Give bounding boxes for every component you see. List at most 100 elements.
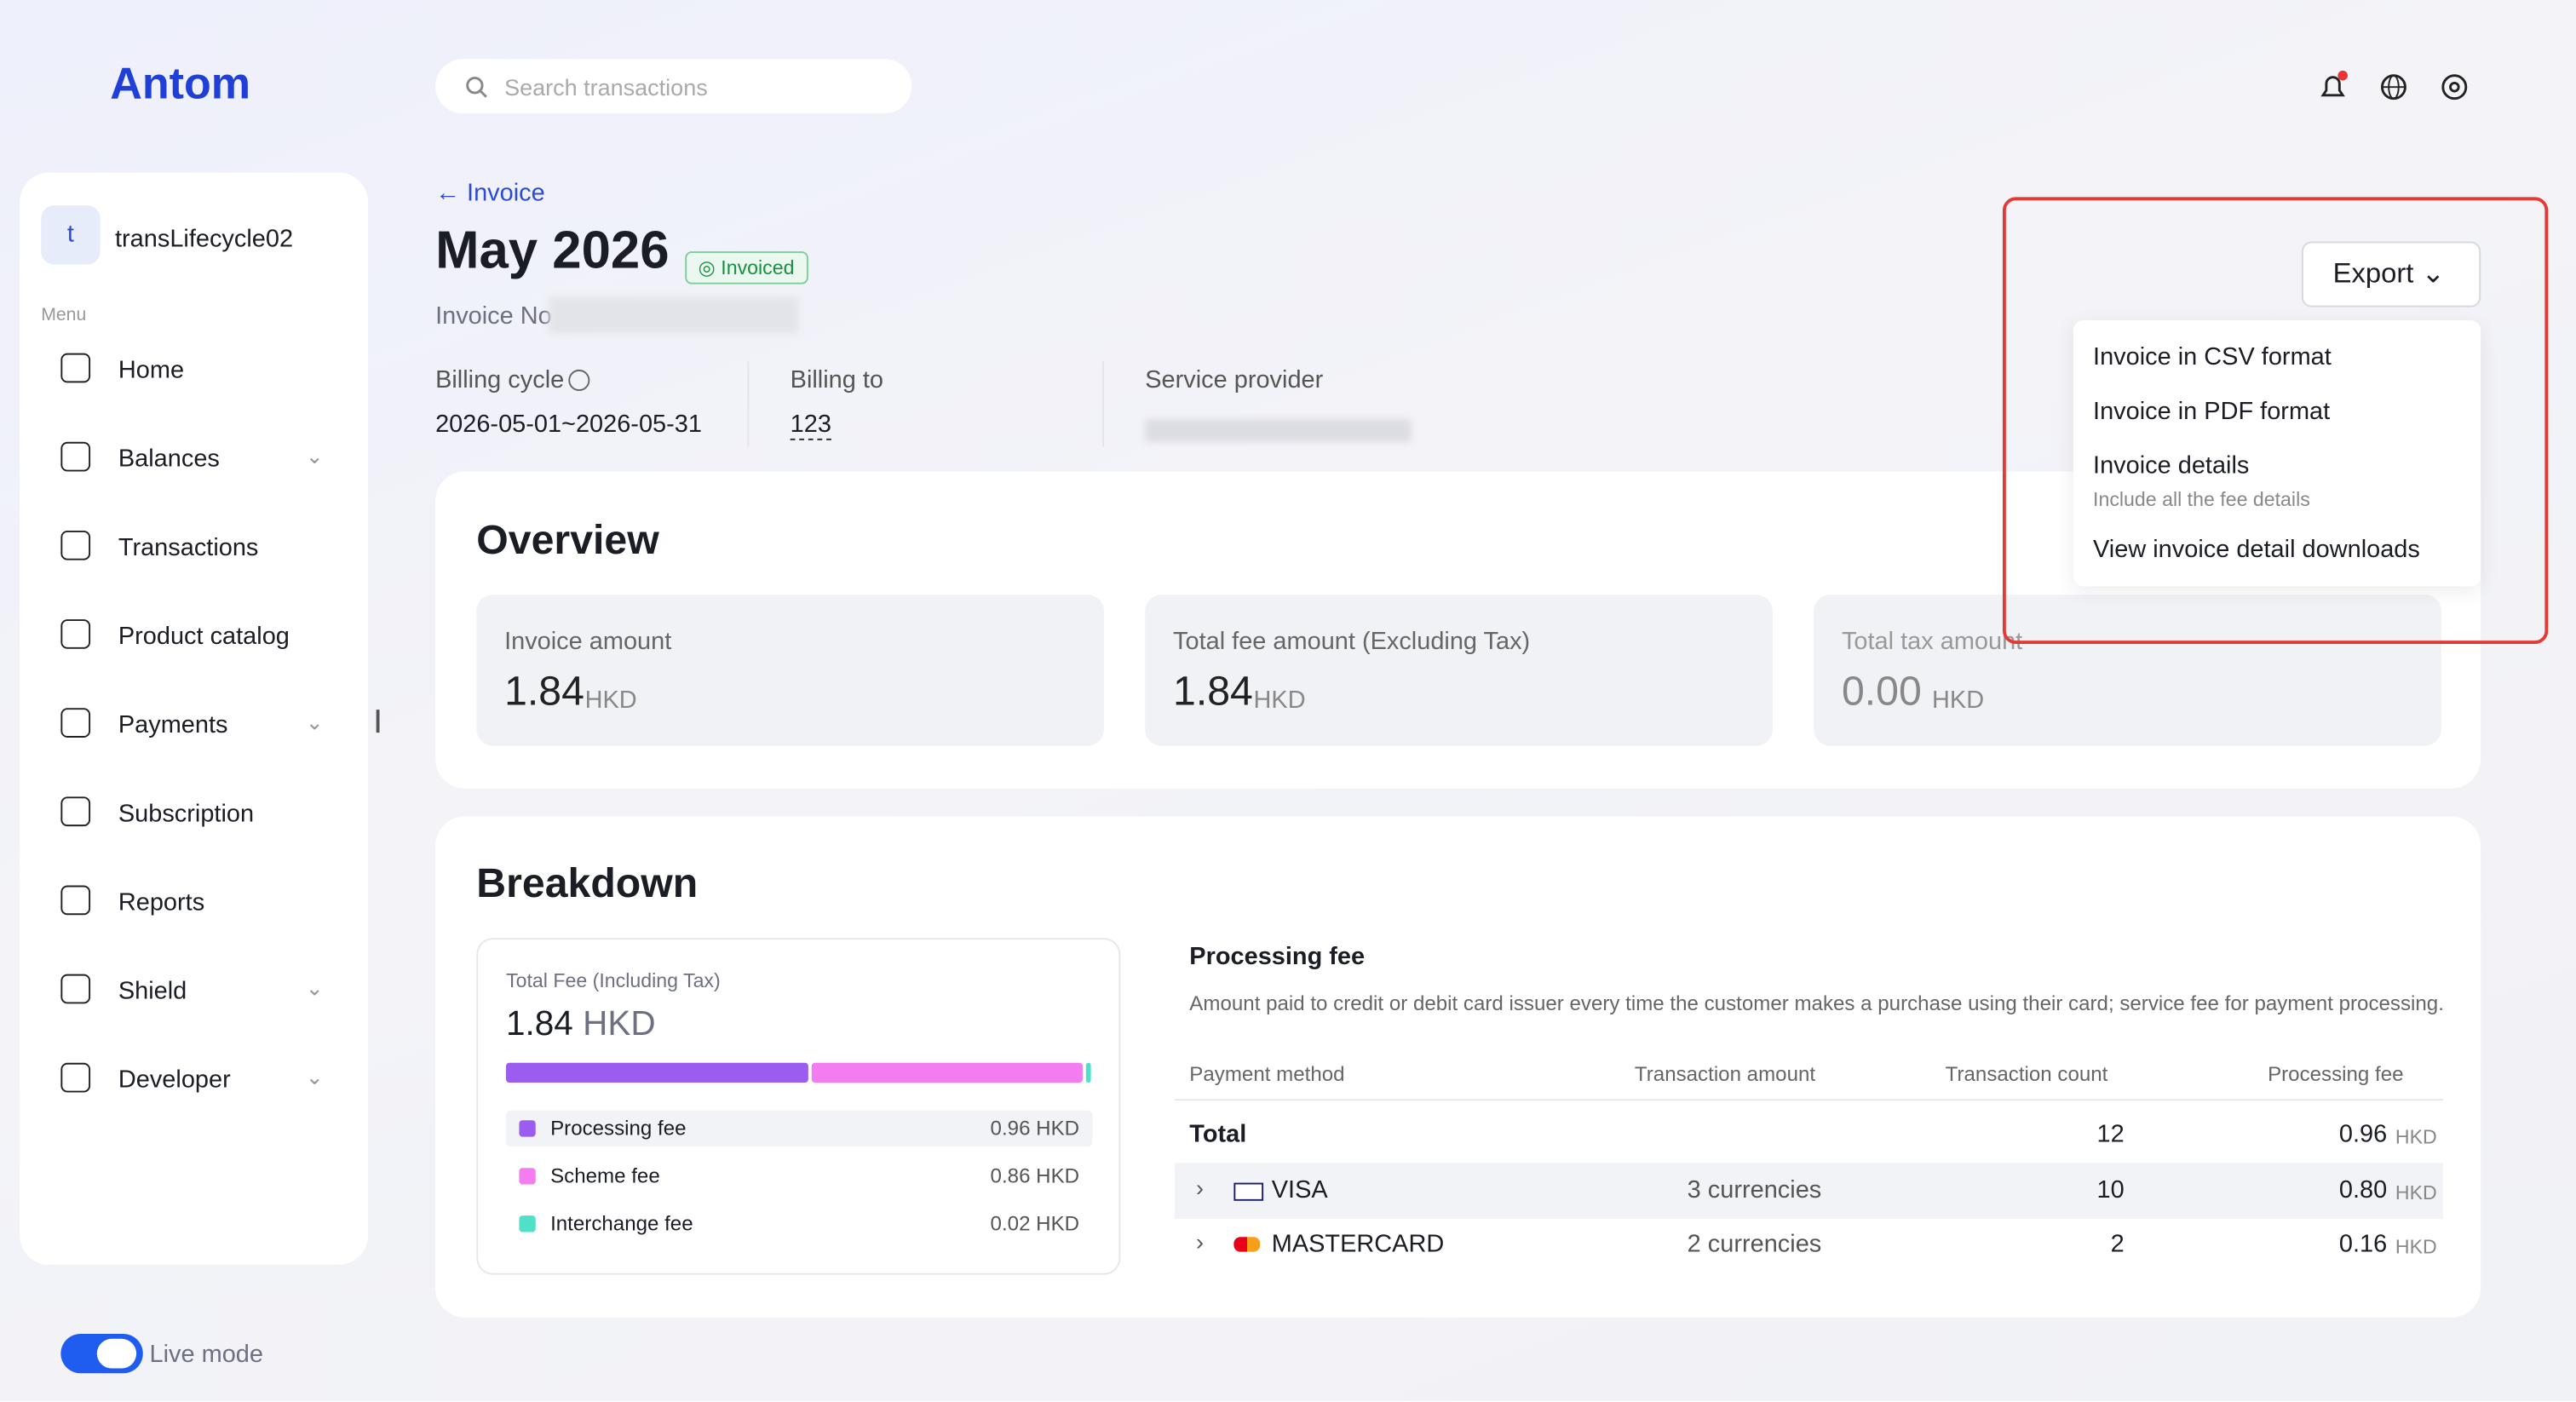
menu-icon [60, 708, 91, 738]
back-link[interactable]: ← Invoice [435, 179, 545, 208]
row-currency: HKD [2395, 1181, 2437, 1204]
legend-swatch [519, 1215, 536, 1232]
stat-label: Total tax amount [1841, 627, 2023, 656]
menu-icon [60, 974, 91, 1004]
menu-item[interactable]: Payments [118, 711, 228, 739]
status-text: Invoiced [721, 256, 795, 279]
breakdown-card: Breakdown Total Fee (Including Tax) 1.84… [435, 816, 2481, 1318]
legend-amount: 0.96 HKD [990, 1117, 1080, 1141]
row-currency: HKD [2395, 1235, 2437, 1259]
menu-item[interactable]: Subscription [118, 800, 255, 829]
stat-card: Total fee amount (Excluding Tax) 1.84 HKD [1145, 595, 1773, 746]
status-tag: ◎ Invoiced [685, 251, 808, 284]
menu-icon [60, 796, 91, 827]
legend-name: Scheme fee [550, 1164, 660, 1188]
field-value: 123 [790, 411, 831, 440]
fee-segment [812, 1062, 1084, 1083]
stat-currency: HKD [1932, 687, 1985, 715]
column-header: Transaction amount [1634, 1062, 1816, 1086]
menu-option[interactable]: Invoice details [2093, 451, 2250, 480]
logo[interactable]: Antom [110, 59, 251, 109]
total-fee-label: Total Fee (Including Tax) [506, 968, 721, 992]
stat-amount: 1.84 [1173, 668, 1253, 715]
export-button[interactable]: Export ⌄ [2301, 241, 2481, 307]
highlight-box [2002, 197, 2549, 645]
field-value: 2026-05-01~2026-05-31 [435, 411, 702, 439]
menu-note: Include all the fee details [2093, 487, 2310, 511]
legend-amount: 0.02 HKD [990, 1212, 1080, 1236]
row-fee: 0.16 [2338, 1230, 2388, 1259]
stat-currency: HKD [1253, 687, 1306, 715]
live-mode-label: Live mode [149, 1340, 263, 1369]
legend-swatch [519, 1168, 536, 1185]
stat-currency: HKD [584, 687, 637, 715]
fee-table: Processing fee Amount paid to credit or d… [1174, 939, 2444, 1301]
menu-item[interactable]: Developer [118, 1066, 231, 1095]
search-placeholder: Search transactions [504, 73, 708, 101]
menu-icon [60, 441, 91, 472]
table-description: Amount paid to credit or debit card issu… [1189, 991, 2444, 1015]
menu-icon [60, 885, 91, 916]
search-box[interactable]: Search transactions [435, 59, 912, 114]
total-fee-amount: 1.84 [506, 1005, 573, 1043]
legend-row: Scheme fee 0.86 HKD [506, 1158, 1093, 1194]
divider [747, 361, 750, 447]
chevron: ⌄ [305, 710, 324, 735]
expand-icon[interactable]: › [1196, 1174, 1205, 1201]
menu-item[interactable]: Shield [118, 977, 187, 1006]
total-fee: 1.84 HKD [506, 1005, 656, 1044]
row-fee: 0.96 [2338, 1120, 2388, 1149]
back-label: Invoice [467, 179, 545, 208]
row-label: VISA [1271, 1175, 1328, 1204]
invoice-no: Invoice No [435, 302, 552, 330]
menu-item[interactable]: Home [118, 356, 185, 385]
overview-title: Overview [476, 517, 659, 564]
fee-bar [506, 1062, 1093, 1083]
row-count: 2 [2110, 1230, 2125, 1259]
live-toggle[interactable] [60, 1334, 143, 1374]
legend-name: Processing fee [550, 1117, 687, 1141]
field-label: Billing to [790, 366, 884, 394]
menu-item[interactable]: Product catalog [118, 622, 290, 651]
column-header: Payment method [1189, 1062, 1345, 1086]
menu-icon [60, 619, 91, 649]
account-name[interactable]: transLifecycle02 [115, 225, 294, 254]
stat-label: Invoice amount [504, 627, 672, 656]
field-label: Billing cycle [435, 366, 565, 394]
menu-option[interactable]: Invoice in PDF format [2093, 397, 2331, 426]
menu-item[interactable]: Balances [118, 445, 220, 474]
row-label: MASTERCARD [1271, 1230, 1445, 1259]
export-menu: Invoice in CSV format Invoice in PDF form… [2073, 320, 2481, 587]
search-icon [466, 77, 487, 98]
divider [1102, 361, 1105, 447]
export-label: Export [2332, 257, 2414, 290]
legend-row: Processing fee 0.96 HKD [506, 1110, 1093, 1147]
breakdown-title: Breakdown [476, 860, 699, 907]
page-title: May 2026 [435, 220, 670, 279]
menu-icon [60, 530, 91, 560]
column-header: Transaction count [1945, 1062, 2108, 1086]
menu-option[interactable]: Invoice in CSV format [2093, 343, 2332, 371]
expand-icon[interactable]: › [1196, 1228, 1205, 1255]
menu-icon [60, 1062, 91, 1093]
menu-option[interactable]: View invoice detail downloads [2093, 535, 2420, 564]
menu-item[interactable]: Transactions [118, 533, 259, 562]
column-header[interactable]: Processing fee [2268, 1062, 2404, 1086]
legend-swatch [519, 1120, 536, 1137]
blurred-provider [1145, 418, 1412, 442]
top-icons[interactable] [2316, 70, 2481, 104]
resize-handle[interactable] [376, 710, 380, 733]
chevron: ⌄ [305, 1064, 324, 1089]
stat-card: Total tax amount 0.00 HKD [1814, 595, 2441, 746]
header-line [1174, 1099, 2443, 1101]
card-logo [1233, 1182, 1264, 1201]
fee-segment [506, 1062, 809, 1083]
blurred-id [549, 297, 799, 334]
legend-amount: 0.86 HKD [990, 1164, 1080, 1188]
row-fee: 0.80 [2338, 1175, 2388, 1204]
field-label: Service provider [1145, 366, 1324, 394]
chevron: ⌄ [305, 443, 324, 468]
row-highlight [1174, 1163, 2443, 1220]
menu-item[interactable]: Reports [118, 888, 205, 917]
